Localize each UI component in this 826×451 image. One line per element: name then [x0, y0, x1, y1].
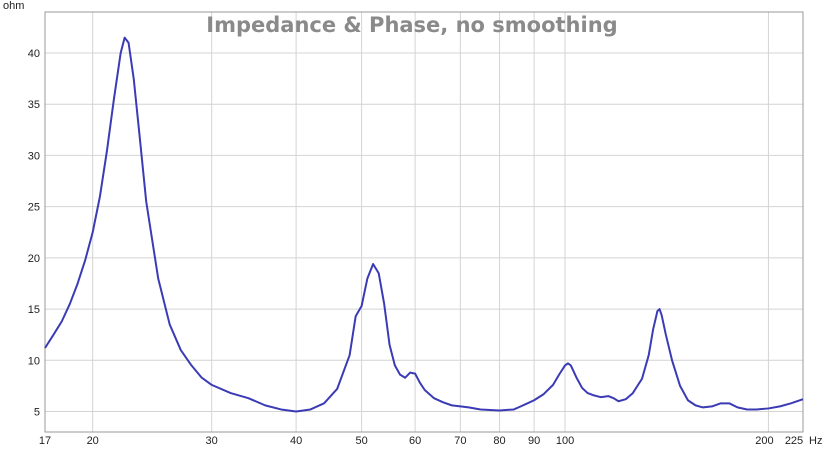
- y-tick-label: 35: [28, 99, 40, 111]
- y-axis-tick-labels: 5 10 15 20 25 30 35 40: [28, 48, 40, 419]
- x-tick-label: 80: [493, 435, 505, 447]
- y-tick-label: 25: [28, 202, 40, 214]
- impedance-line: [44, 36, 804, 413]
- y-tick-label: 5: [34, 407, 40, 419]
- grid: [44, 12, 804, 432]
- x-axis-tick-labels: 17 20 30 40 50 60 70 80 90 100 200 225: [39, 435, 803, 447]
- x-tick-label: 20: [87, 435, 99, 447]
- x-tick-label: 50: [355, 435, 367, 447]
- x-axis-unit-label: Hz: [809, 435, 822, 447]
- x-tick-label: 200: [755, 435, 773, 447]
- x-tick-label: 60: [409, 435, 421, 447]
- x-tick-label: 70: [454, 435, 466, 447]
- chart-title: Impedance & Phase, no smoothing: [206, 13, 617, 37]
- x-tick-label: 100: [556, 435, 574, 447]
- x-tick-label: 30: [206, 435, 218, 447]
- y-axis-unit-label: ohm: [3, 0, 24, 12]
- x-tick-label: 40: [290, 435, 302, 447]
- plot-frame: [44, 11, 804, 433]
- x-tick-label: 17: [39, 435, 51, 447]
- y-tick-label: 15: [28, 304, 40, 316]
- y-tick-label: 40: [28, 48, 40, 60]
- y-tick-label: 20: [28, 253, 40, 265]
- x-tick-label: 225: [785, 435, 803, 447]
- y-tick-label: 30: [28, 150, 40, 162]
- y-tick-label: 10: [28, 355, 40, 367]
- x-tick-label: 90: [528, 435, 540, 447]
